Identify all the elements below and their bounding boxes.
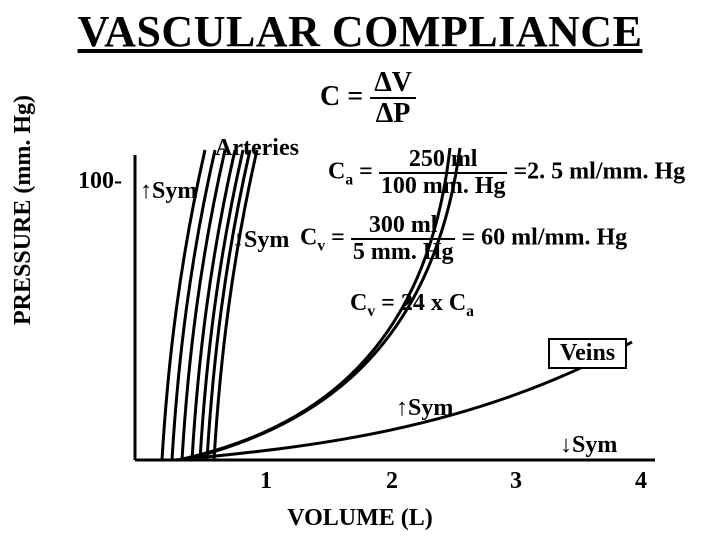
ca-equation: Ca = 250 ml 100 mm. Hg =2. 5 ml/mm. Hg	[328, 147, 685, 199]
cv-eq-sign: =	[325, 225, 351, 251]
x-tick-4: 4	[635, 468, 647, 495]
cv-fraction: 300 ml 5 mm. Hg	[351, 213, 456, 265]
ca-num: 250 ml	[379, 147, 508, 174]
cv-ca-relation: Cv = 24 x Ca	[350, 290, 474, 321]
ca-rhs: =2. 5 ml/mm. Hg	[507, 159, 685, 185]
rel-sub2: a	[466, 303, 474, 320]
cv-sub: v	[317, 238, 325, 255]
veins-box-label: Veins	[548, 338, 627, 369]
ca-eq-sign: =	[353, 159, 379, 185]
x-tick-1: 1	[260, 468, 272, 495]
arteries-label: Arteries	[215, 135, 299, 162]
x-tick-3: 3	[510, 468, 522, 495]
cv-equation: Cv = 300 ml 5 mm. Hg = 60 ml/mm. Hg	[300, 213, 627, 265]
sym-up-label-arteries: ↑Sym	[140, 178, 197, 205]
rel-mid: = 24 x C	[375, 290, 466, 316]
sym-down-label-cv: ↓Sym	[232, 227, 289, 254]
rel-sub1: v	[367, 303, 375, 320]
x-tick-2: 2	[386, 468, 398, 495]
sym-down-label-far: ↓Sym	[560, 432, 617, 459]
cv-num: 300 ml	[351, 213, 456, 240]
cv-lhs: C	[300, 225, 317, 251]
cv-den: 5 mm. Hg	[351, 240, 456, 265]
ca-den: 100 mm. Hg	[379, 174, 508, 199]
ca-lhs: C	[328, 159, 345, 185]
artery-curve	[214, 150, 257, 460]
ca-fraction: 250 ml 100 mm. Hg	[379, 147, 508, 199]
ca-sub: a	[345, 172, 353, 189]
slide: { "title": "VASCULAR COMPLIANCE", "main_…	[0, 0, 720, 540]
rel-pre: C	[350, 290, 367, 316]
sym-up-label-veins: ↑Sym	[396, 395, 453, 422]
plot-svg	[0, 0, 720, 540]
cv-rhs: = 60 ml/mm. Hg	[455, 225, 627, 251]
